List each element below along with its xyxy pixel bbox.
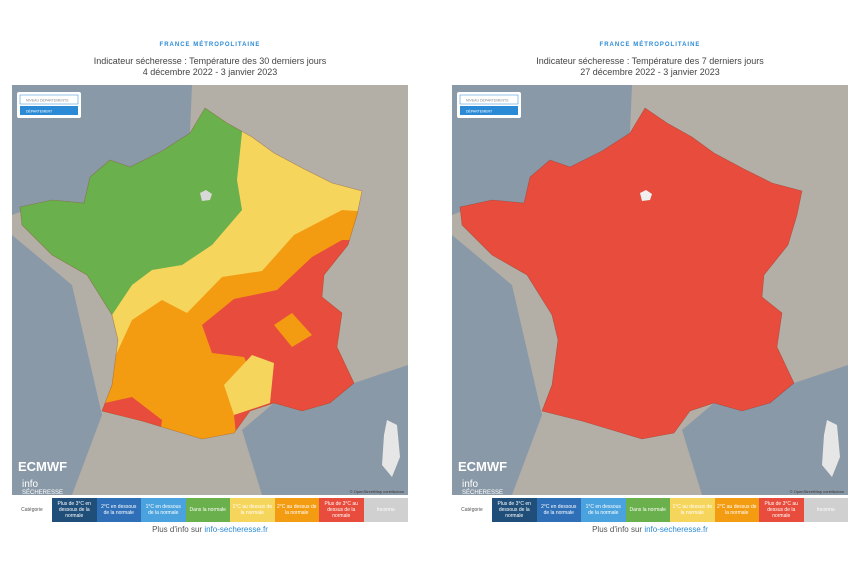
footer: Plus d'info sur info-secheresse.fr <box>452 525 848 534</box>
button-outline[interactable] <box>19 94 79 105</box>
footer-text: Plus d'info sur <box>152 525 203 534</box>
departements <box>19 107 363 440</box>
legend-item: Plus de 3°C au dessus de la normale <box>759 498 804 522</box>
legend: Catégorie Plus de 3°C en dessous de la no… <box>12 498 408 522</box>
legend-item: 1°C en dessous de la normale <box>581 498 626 522</box>
legend-item: Dans la normale <box>625 498 670 522</box>
button-label: DÉPARTEMENT <box>26 109 53 114</box>
legend-item: 2°C au dessus de la normale <box>714 498 759 522</box>
legend-item: 2°C en dessous de la normale <box>96 498 141 522</box>
corsica <box>382 420 400 477</box>
brand-top: info <box>462 479 479 490</box>
header: FRANCE MÉTROPOLITAINE <box>159 42 261 48</box>
map: NIVEAU DÉPARTEMENTS DÉPARTEMENT ECMWF infoS… <box>12 85 408 495</box>
atlantic <box>12 235 102 495</box>
dates: 4 décembre 2022 - 3 janvier 2023 <box>142 67 278 77</box>
title: Indicateur sécheresse : Température des … <box>536 56 764 66</box>
title: Indicateur sécheresse : Température des … <box>93 56 327 66</box>
legend-item: Inconnu <box>363 498 408 522</box>
brand-top: info <box>22 479 39 490</box>
paris <box>640 190 652 201</box>
button[interactable] <box>460 106 518 115</box>
mediterranean <box>682 365 848 495</box>
panel: FRANCE MÉTROPOLITAINE Indicateur sécheres… <box>452 0 848 562</box>
attribution: © OpenStreetMap contributors <box>790 489 844 494</box>
footer-link[interactable]: info-secheresse.fr <box>644 525 708 534</box>
legend-item: 1°C au dessus de la normale <box>230 498 275 522</box>
legend-item: Plus de 3°C en dessous de la normale <box>52 498 97 522</box>
corsica <box>822 420 840 477</box>
legend-item: Plus de 3°C au dessus de la normale <box>319 498 364 522</box>
logo: ECMWF <box>18 459 67 474</box>
button-outline[interactable] <box>459 94 519 105</box>
legend-item: 1°C en dessous de la normale <box>141 498 186 522</box>
legend-label: Catégorie <box>12 498 52 522</box>
mediterranean <box>242 365 408 495</box>
atlantic <box>452 235 542 495</box>
dates: 27 décembre 2022 - 3 janvier 2023 <box>580 67 720 77</box>
map: NIVEAU DÉPARTEMENTS DÉPARTEMENT ECMWF infoS… <box>452 85 848 495</box>
zone <box>224 355 274 415</box>
legend-item: Plus de 3°C en dessous de la normale <box>492 498 537 522</box>
footer: Plus d'info sur info-secheresse.fr <box>12 525 408 534</box>
legend-label: Catégorie <box>452 498 492 522</box>
brand-bottom: SÉCHERESSE <box>462 489 503 495</box>
legend-item: 2°C au dessus de la normale <box>274 498 319 522</box>
legend-item: 1°C au dessus de la normale <box>670 498 715 522</box>
header: FRANCE MÉTROPOLITAINE <box>599 42 701 48</box>
button-label: DÉPARTEMENT <box>466 109 493 114</box>
footer-text: Plus d'info sur <box>592 525 643 534</box>
paris <box>200 190 212 201</box>
footer-link[interactable]: info-secheresse.fr <box>204 525 268 534</box>
button-label: NIVEAU DÉPARTEMENTS <box>26 98 69 103</box>
legend-item: Inconnu <box>803 498 848 522</box>
panel: FRANCE MÉTROPOLITAINE Indicateur sécheres… <box>12 0 408 562</box>
brand-bottom: SÉCHERESSE <box>22 489 63 495</box>
zone <box>274 313 312 347</box>
button-label: NIVEAU DÉPARTEMENTS <box>466 98 509 103</box>
france <box>460 108 802 439</box>
departements <box>459 107 803 440</box>
legend-item: Dans la normale <box>185 498 230 522</box>
button[interactable] <box>20 106 78 115</box>
legend-item: 2°C en dessous de la normale <box>536 498 581 522</box>
zone <box>460 108 802 439</box>
logo: ECMWF <box>458 459 507 474</box>
legend: Catégorie Plus de 3°C en dessous de la no… <box>452 498 848 522</box>
attribution: © OpenStreetMap contributors <box>350 489 404 494</box>
